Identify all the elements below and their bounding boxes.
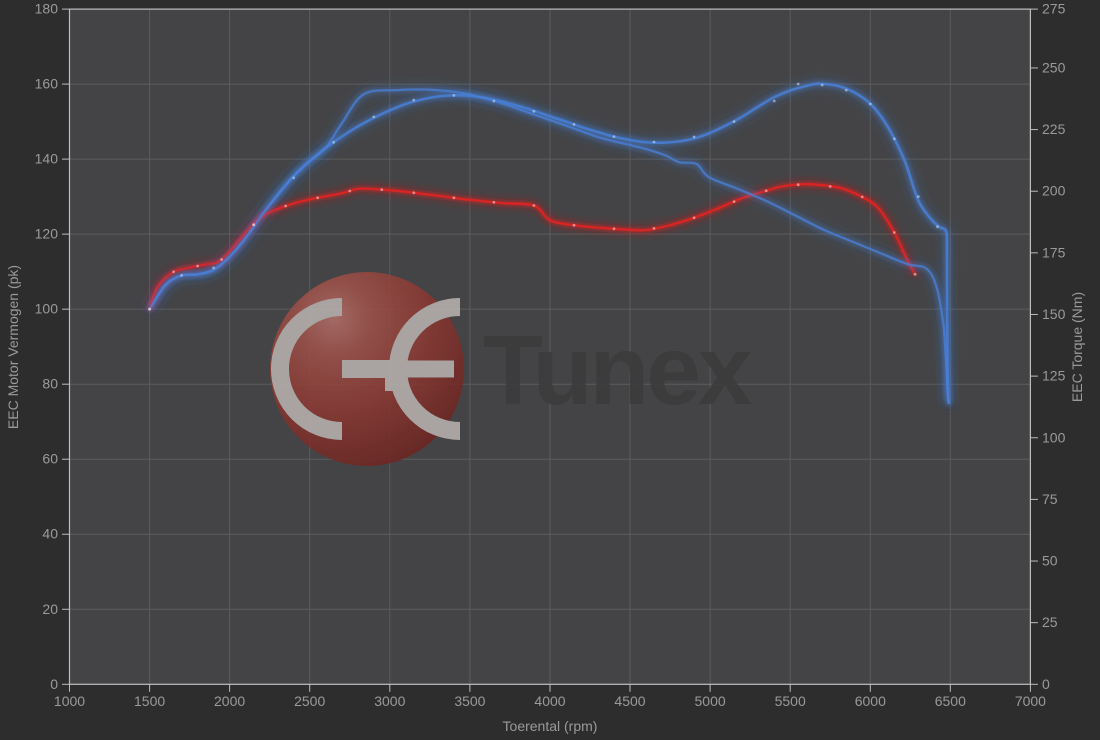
svg-text:150: 150 [1042, 306, 1066, 322]
svg-text:EEC Torque (Nm): EEC Torque (Nm) [1069, 292, 1085, 402]
svg-text:1500: 1500 [134, 693, 165, 709]
svg-text:5500: 5500 [775, 693, 806, 709]
svg-text:25: 25 [1042, 614, 1058, 630]
svg-text:1000: 1000 [54, 693, 85, 709]
svg-text:275: 275 [1042, 1, 1066, 17]
svg-text:0: 0 [50, 676, 58, 692]
svg-text:EEC Motor Vermogen (pk): EEC Motor Vermogen (pk) [5, 265, 21, 429]
svg-text:225: 225 [1042, 121, 1066, 137]
svg-text:6000: 6000 [855, 693, 886, 709]
svg-text:2500: 2500 [294, 693, 325, 709]
svg-text:Tunex: Tunex [483, 315, 752, 425]
svg-text:4500: 4500 [614, 693, 645, 709]
svg-text:120: 120 [35, 226, 59, 242]
svg-text:140: 140 [35, 151, 59, 167]
svg-text:3500: 3500 [454, 693, 485, 709]
svg-text:100: 100 [1042, 429, 1066, 445]
svg-text:125: 125 [1042, 368, 1066, 384]
svg-text:160: 160 [35, 76, 59, 92]
svg-text:100: 100 [35, 301, 59, 317]
svg-text:6500: 6500 [935, 693, 966, 709]
svg-text:60: 60 [42, 451, 58, 467]
svg-text:2000: 2000 [214, 693, 245, 709]
svg-text:40: 40 [42, 526, 58, 542]
svg-text:5000: 5000 [695, 693, 726, 709]
svg-text:80: 80 [42, 376, 58, 392]
svg-text:4000: 4000 [534, 693, 565, 709]
svg-text:175: 175 [1042, 244, 1066, 260]
svg-text:180: 180 [35, 1, 59, 17]
svg-text:50: 50 [1042, 553, 1058, 569]
svg-text:3000: 3000 [374, 693, 405, 709]
svg-text:200: 200 [1042, 183, 1066, 199]
svg-text:250: 250 [1042, 59, 1066, 75]
svg-text:0: 0 [1042, 676, 1050, 692]
svg-text:20: 20 [42, 601, 58, 617]
svg-text:Toerental (rpm): Toerental (rpm) [503, 718, 598, 734]
svg-text:75: 75 [1042, 491, 1058, 507]
svg-text:7000: 7000 [1015, 693, 1046, 709]
